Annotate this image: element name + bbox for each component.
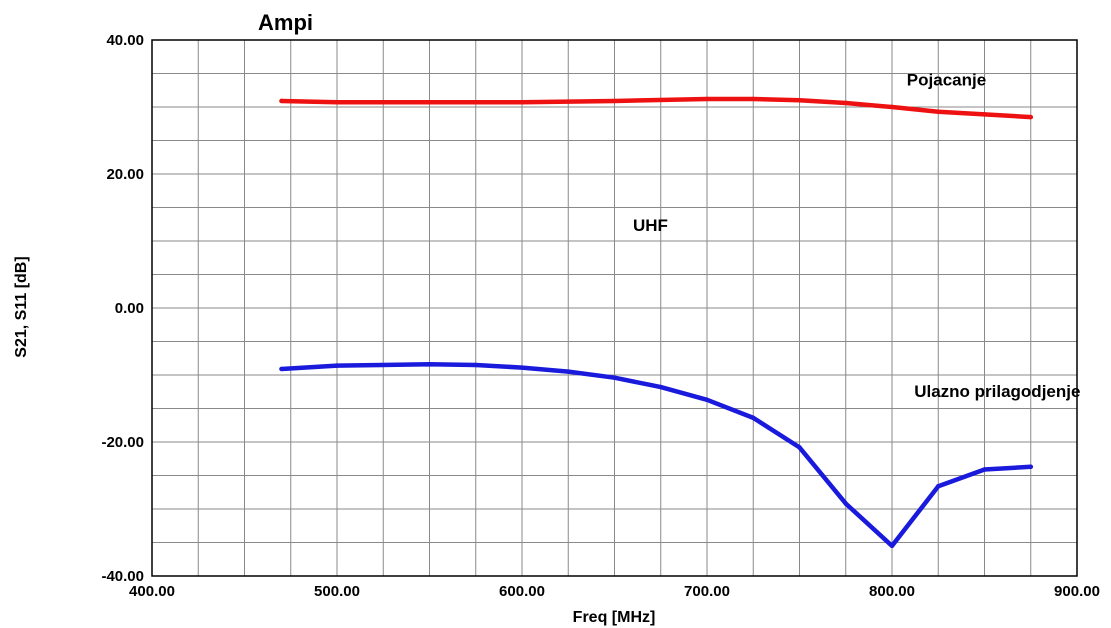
data-point-s21	[982, 112, 987, 117]
x-tick-label: 800.00	[869, 583, 915, 600]
y-tick-label: -20.00	[101, 434, 144, 451]
data-point-s11	[519, 365, 525, 370]
data-point-s21	[334, 100, 340, 105]
data-point-s11	[797, 445, 802, 450]
data-point-s21	[889, 104, 895, 110]
x-tick-label: 400.00	[129, 583, 175, 600]
data-point-s11	[889, 543, 895, 549]
data-point-s21	[704, 96, 710, 102]
data-point-s21	[936, 109, 941, 114]
data-point-s21	[279, 98, 284, 104]
y-axis-label: S21, S11 [dB]	[13, 256, 30, 357]
annotation-label: UHF	[633, 216, 668, 235]
data-point-s21	[427, 100, 432, 105]
x-tick-label: 900.00	[1054, 583, 1100, 600]
data-point-s21	[843, 100, 848, 106]
data-point-s11	[751, 415, 756, 421]
x-tick-label: 500.00	[314, 583, 360, 600]
plot-frame	[151, 39, 1078, 577]
data-point-s11	[334, 363, 340, 368]
y-tick-label: 40.00	[106, 32, 144, 49]
series-layer	[279, 96, 1034, 549]
data-point-s21	[612, 98, 617, 104]
x-axis-ticks: 400.00 500.00 600.00 700.00 800.00 900.00	[129, 583, 1100, 600]
data-point-s11	[566, 369, 571, 374]
data-point-s11	[658, 384, 663, 390]
x-tick-label: 600.00	[499, 583, 545, 600]
data-point-s11	[427, 362, 432, 367]
annotation-label: Ulazno prilagodjenje	[914, 382, 1080, 401]
y-axis-ticks: 40.00 20.00 0.00 -20.00 -40.00	[101, 32, 144, 585]
chart-title: Ampi	[258, 10, 313, 35]
x-tick-label: 700.00	[684, 583, 730, 600]
data-point-s21	[519, 100, 525, 105]
data-point-s11	[279, 366, 284, 372]
y-tick-label: -40.00	[101, 568, 144, 585]
annotations: Pojacanje UHF Ulazno prilagodjenje	[633, 71, 1080, 402]
data-point-s11	[704, 397, 710, 402]
data-point-s11	[612, 375, 617, 380]
series-line-s21	[279, 96, 1034, 120]
data-point-s11	[982, 467, 987, 472]
grid	[151, 39, 1078, 577]
data-point-s11	[843, 501, 848, 506]
series-line-s11	[279, 362, 1034, 549]
data-point-s11	[473, 362, 478, 368]
data-point-s21	[797, 98, 802, 103]
x-axis-label: Freq [MHz]	[573, 609, 656, 626]
data-point-s21	[751, 96, 756, 102]
data-point-s11	[936, 484, 941, 489]
y-tick-label: 20.00	[106, 166, 144, 183]
annotation-label: Pojacanje	[907, 71, 986, 90]
data-point-s11	[1028, 464, 1033, 469]
data-point-s21	[1028, 114, 1033, 120]
y-tick-label: 0.00	[115, 300, 144, 317]
